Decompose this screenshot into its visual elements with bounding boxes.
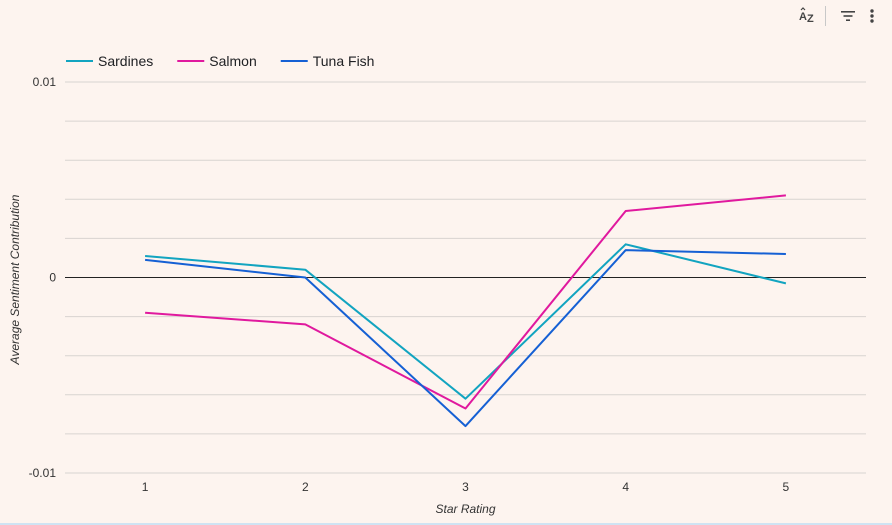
x-tick-label: 4 <box>622 480 629 494</box>
series-line-sardines <box>145 243 787 400</box>
more-vert-icon[interactable] <box>860 4 884 28</box>
series-lines <box>144 194 787 428</box>
y-axis-title: Average Sentiment Contribution <box>8 194 22 365</box>
x-tick-label: 3 <box>462 480 469 494</box>
svg-text:A: A <box>799 11 807 23</box>
y-axis-ticks: 0.01 0 -0.01 <box>29 75 57 480</box>
y-tick-label: 0 <box>49 271 56 285</box>
x-axis-ticks: 1 2 3 4 5 <box>142 480 790 494</box>
legend-label: Tuna Fish <box>313 53 375 69</box>
x-tick-label: 2 <box>302 480 309 494</box>
sort-az-icon[interactable]: A Z <box>795 4 819 28</box>
legend-label: Salmon <box>209 53 256 69</box>
toolbar-divider <box>825 6 826 26</box>
x-tick-label: 5 <box>783 480 790 494</box>
chart-toolbar: A Z <box>795 4 884 28</box>
legend-item[interactable]: Tuna Fish <box>280 53 375 69</box>
bottom-border <box>0 523 892 525</box>
x-axis-title: Star Rating <box>435 502 495 516</box>
legend-label: Sardines <box>98 53 153 69</box>
series-line-tuna-fish <box>144 249 786 428</box>
x-tick-label: 1 <box>142 480 149 494</box>
series-line-salmon <box>145 194 786 410</box>
legend: Sardines Salmon Tuna Fish <box>66 53 374 69</box>
svg-text:Z: Z <box>807 13 814 25</box>
legend-item[interactable]: Sardines <box>66 53 153 69</box>
y-tick-label: -0.01 <box>29 466 57 480</box>
filter-icon[interactable] <box>836 4 860 28</box>
y-tick-label: 0.01 <box>33 75 57 89</box>
gridlines <box>65 81 866 474</box>
legend-item[interactable]: Salmon <box>177 53 257 69</box>
